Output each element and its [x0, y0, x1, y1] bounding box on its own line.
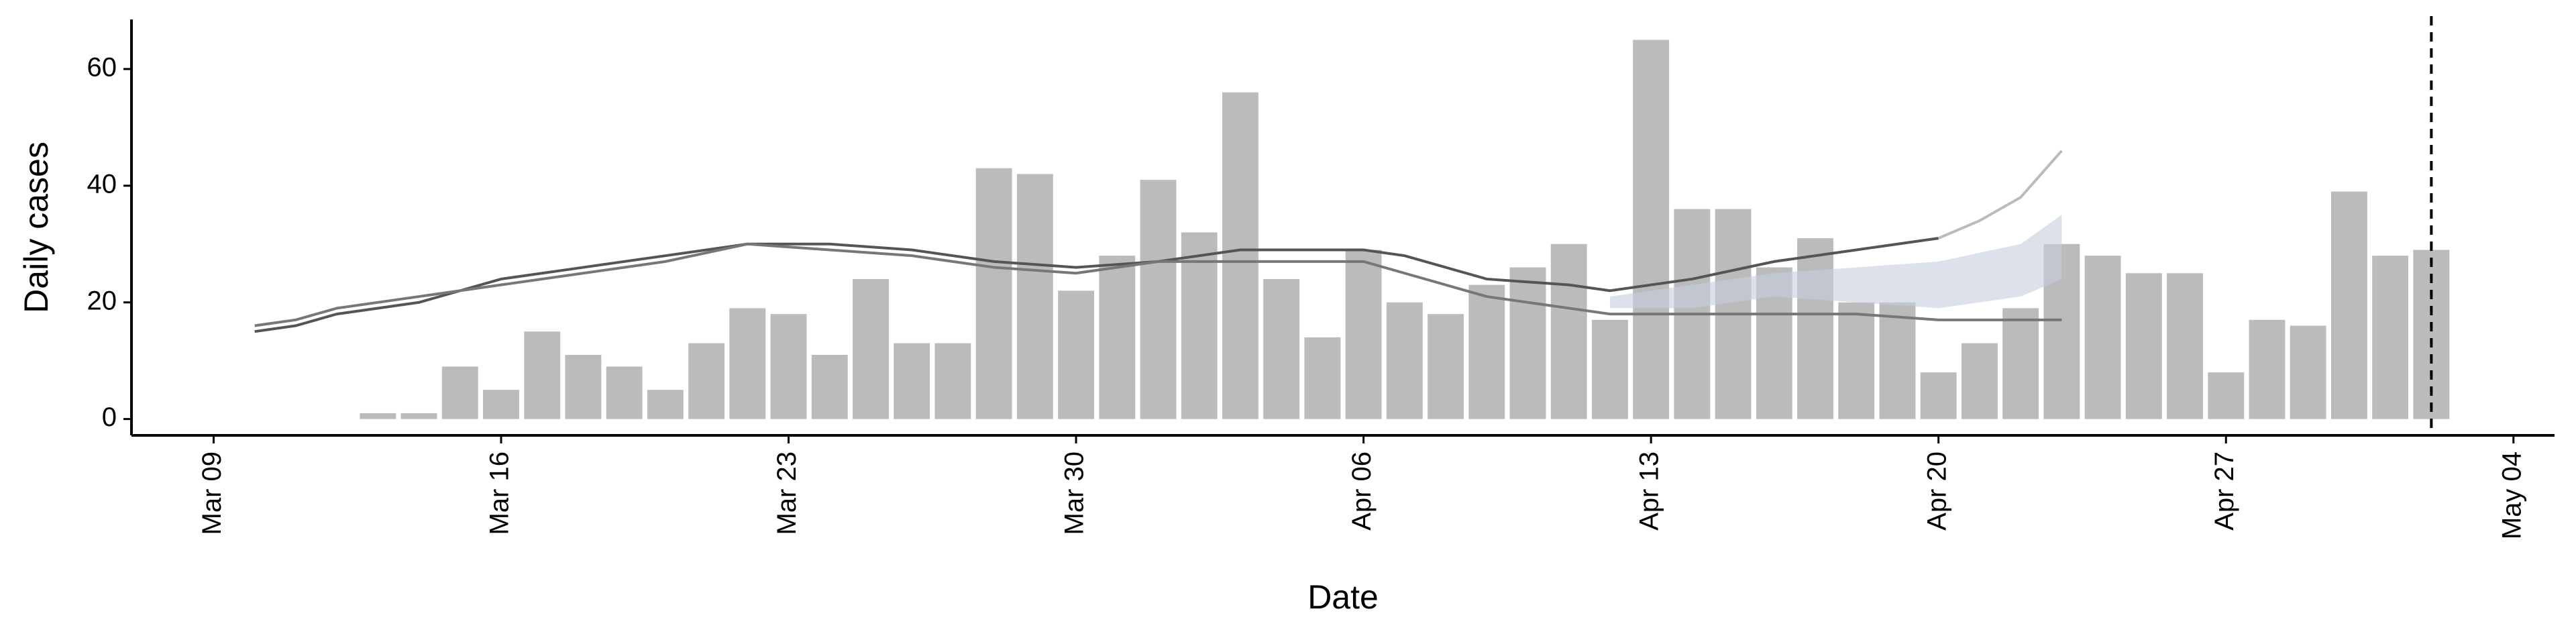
- bar: [1304, 337, 1341, 419]
- bar: [1181, 232, 1218, 419]
- x-tick-label: Mar 16: [485, 451, 515, 535]
- bar: [2290, 325, 2326, 419]
- bar: [1058, 290, 1095, 419]
- bar: [483, 390, 519, 419]
- x-tick-label: Apr 20: [1922, 451, 1951, 531]
- bar: [1222, 92, 1258, 419]
- y-axis-label: Daily cases: [17, 142, 55, 313]
- bar: [524, 331, 561, 419]
- bar: [2167, 273, 2203, 419]
- x-tick-label: Mar 23: [772, 451, 802, 535]
- bar: [729, 308, 766, 419]
- bar: [770, 314, 807, 419]
- trend-line: [1937, 150, 2063, 239]
- bar: [1428, 314, 1464, 419]
- bar: [1140, 180, 1177, 419]
- x-tick-label: Mar 30: [1060, 451, 1089, 535]
- x-tick-label: Apr 13: [1635, 451, 1664, 531]
- y-tick-label: 60: [87, 52, 117, 82]
- bar: [1386, 302, 1423, 419]
- y-tick-label: 20: [87, 286, 117, 315]
- y-tick-label: 40: [87, 169, 117, 199]
- bar: [1345, 250, 1382, 419]
- trend-line: [254, 237, 1939, 333]
- bar: [2002, 308, 2039, 419]
- bar: [1961, 343, 1998, 419]
- bar: [934, 343, 971, 419]
- y-tick-label: 0: [102, 402, 117, 432]
- bar: [1016, 174, 1053, 419]
- trend-line: [254, 242, 2062, 327]
- bar: [1591, 319, 1628, 419]
- forecast-band: [1609, 215, 2062, 309]
- bar: [811, 355, 848, 419]
- bar: [975, 168, 1012, 419]
- bar: [1633, 40, 1670, 419]
- bar: [1838, 302, 1875, 419]
- bar: [2372, 256, 2409, 419]
- x-tick-label: Apr 06: [1347, 451, 1377, 531]
- bar: [565, 355, 602, 419]
- bar: [360, 413, 396, 419]
- bar: [2125, 273, 2162, 419]
- bar: [1879, 302, 1916, 419]
- bar: [2249, 319, 2286, 419]
- bar: [894, 343, 930, 419]
- bar: [606, 366, 643, 419]
- bar: [2084, 256, 2121, 419]
- bar: [647, 390, 684, 419]
- bar: [688, 343, 725, 419]
- x-tick-label: Apr 27: [2210, 451, 2239, 531]
- bar: [1920, 372, 1957, 419]
- bar: [1468, 284, 1505, 419]
- bar: [1797, 238, 1833, 419]
- x-tick-label: Mar 09: [197, 451, 227, 535]
- bar: [2208, 372, 2245, 419]
- bar: [1509, 267, 1546, 419]
- bar: [2330, 191, 2367, 419]
- bar: [1099, 256, 1136, 419]
- bar: [441, 366, 478, 419]
- bar: [400, 413, 437, 419]
- bar: [853, 278, 889, 419]
- x-tick-label: May 04: [2497, 451, 2526, 539]
- bar: [1550, 244, 1587, 419]
- bar: [1263, 278, 1300, 419]
- x-axis-label: Date: [1307, 578, 1379, 616]
